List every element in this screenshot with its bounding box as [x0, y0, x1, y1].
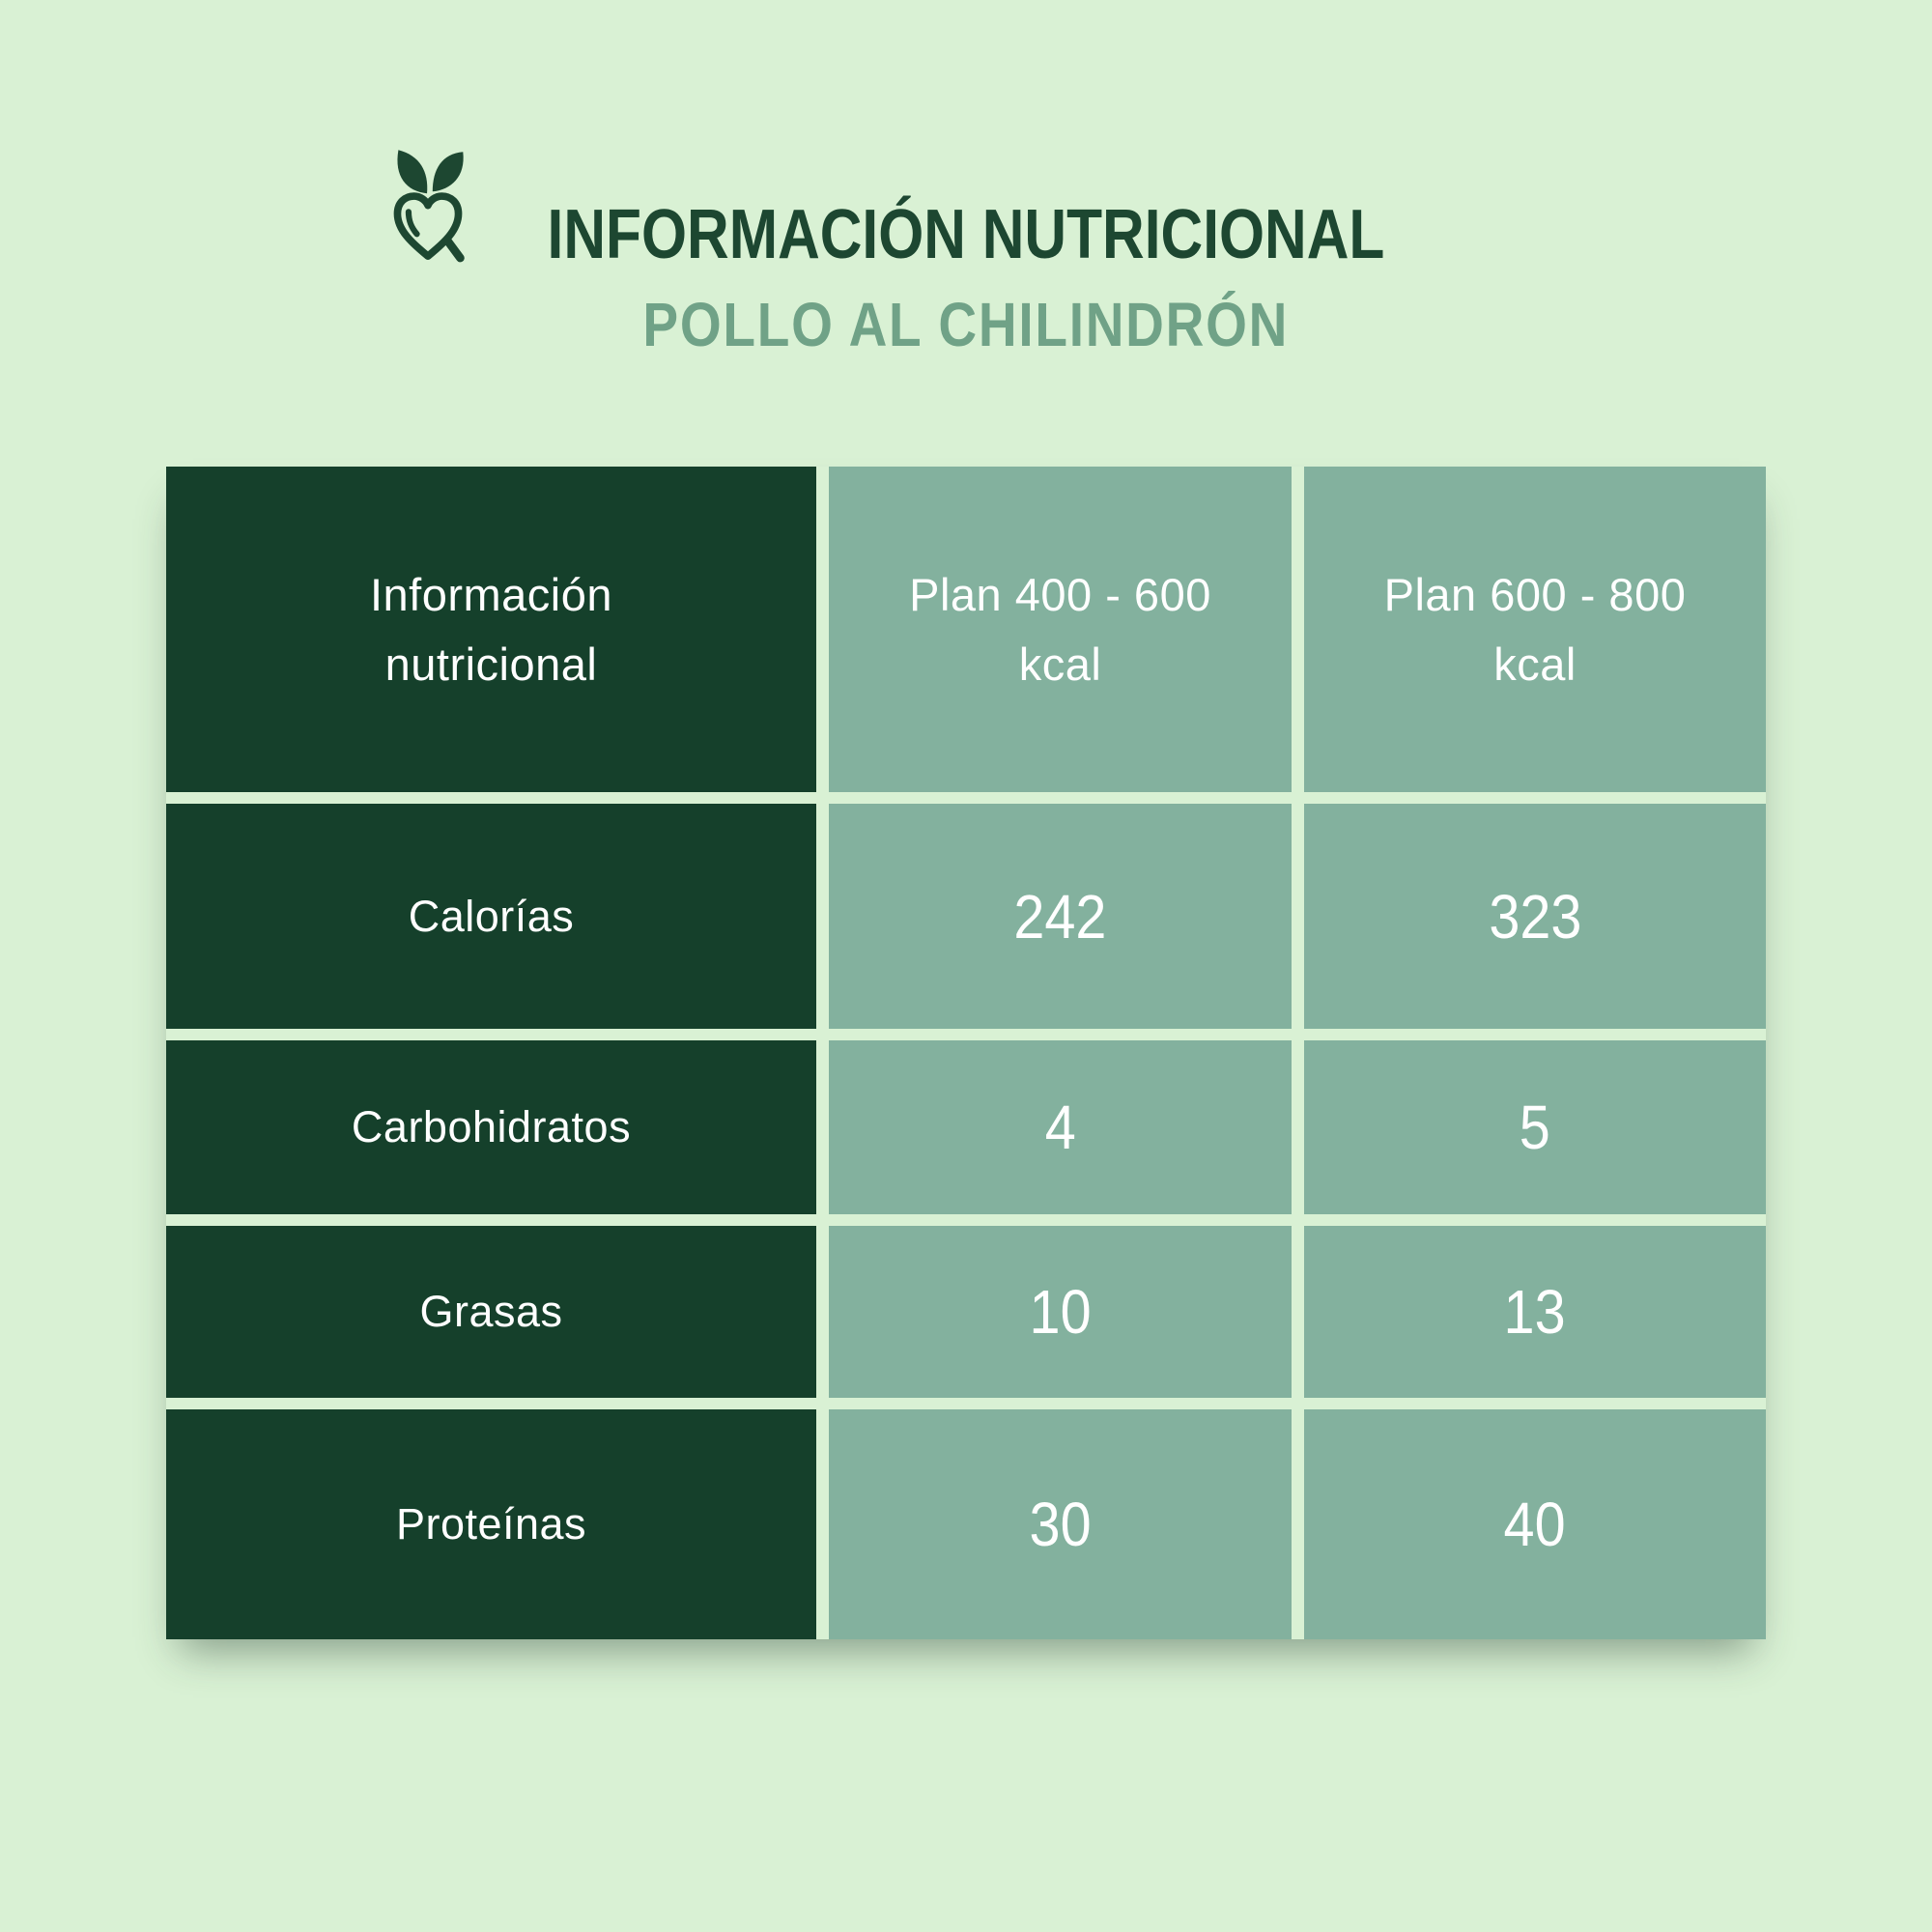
value-calorias-plan1: 242	[829, 804, 1292, 1029]
heart-apple-magnifier-icon	[393, 150, 465, 263]
row-label-calorias: Calorías	[166, 804, 816, 1029]
value-proteinas-plan2: 40	[1304, 1409, 1766, 1639]
row-label-text: Grasas	[419, 1287, 563, 1336]
page-title-text: INFORMACIÓN NUTRICIONAL	[547, 196, 1385, 273]
value-grasas-plan2: 13	[1304, 1226, 1766, 1398]
value-proteinas-plan1: 30	[829, 1409, 1292, 1639]
row-label-proteinas: Proteínas	[166, 1409, 816, 1639]
value-text: 5	[1519, 1093, 1551, 1162]
row-label-carbohidratos: Carbohidratos	[166, 1040, 816, 1214]
row-label-text: Calorías	[408, 891, 575, 941]
row-label-text: Carbohidratos	[351, 1102, 632, 1151]
header-cell-plan-600-800: Plan 600 - 800 kcal	[1304, 467, 1766, 792]
value-calorias-plan2: 323	[1304, 804, 1766, 1029]
page-subtitle-text: POLLO AL CHILINDRÓN	[642, 290, 1290, 359]
header-plan2-line2: kcal	[1493, 638, 1577, 690]
value-text: 30	[1029, 1490, 1092, 1559]
value-carbohidratos-plan2: 5	[1304, 1040, 1766, 1214]
header-plan1-line1: Plan 400 - 600	[909, 569, 1211, 621]
value-carbohidratos-plan1: 4	[829, 1040, 1292, 1214]
value-text: 40	[1503, 1490, 1567, 1559]
header-info-line2: nutricional	[384, 638, 598, 690]
value-text: 13	[1503, 1277, 1567, 1347]
page-subtitle: POLLO AL CHILINDRÓN	[0, 289, 1932, 360]
value-text: 10	[1029, 1277, 1092, 1347]
header-cell-plan-400-600: Plan 400 - 600 kcal	[829, 467, 1292, 792]
value-text: 323	[1488, 881, 1582, 952]
header-plan2-line1: Plan 600 - 800	[1383, 569, 1687, 621]
value-grasas-plan1: 10	[829, 1226, 1292, 1398]
row-label-grasas: Grasas	[166, 1226, 816, 1398]
header-plan1-line2: kcal	[1018, 638, 1102, 690]
header-cell-info: Información nutricional	[166, 467, 816, 792]
row-label-text: Proteínas	[395, 1499, 587, 1548]
nutrition-table: Información nutricional Plan 400 - 600 k…	[166, 467, 1766, 1639]
value-text: 242	[1013, 881, 1107, 952]
value-text: 4	[1044, 1093, 1076, 1162]
page-title: INFORMACIÓN NUTRICIONAL	[0, 195, 1932, 274]
header-info-line1: Información	[369, 569, 613, 621]
